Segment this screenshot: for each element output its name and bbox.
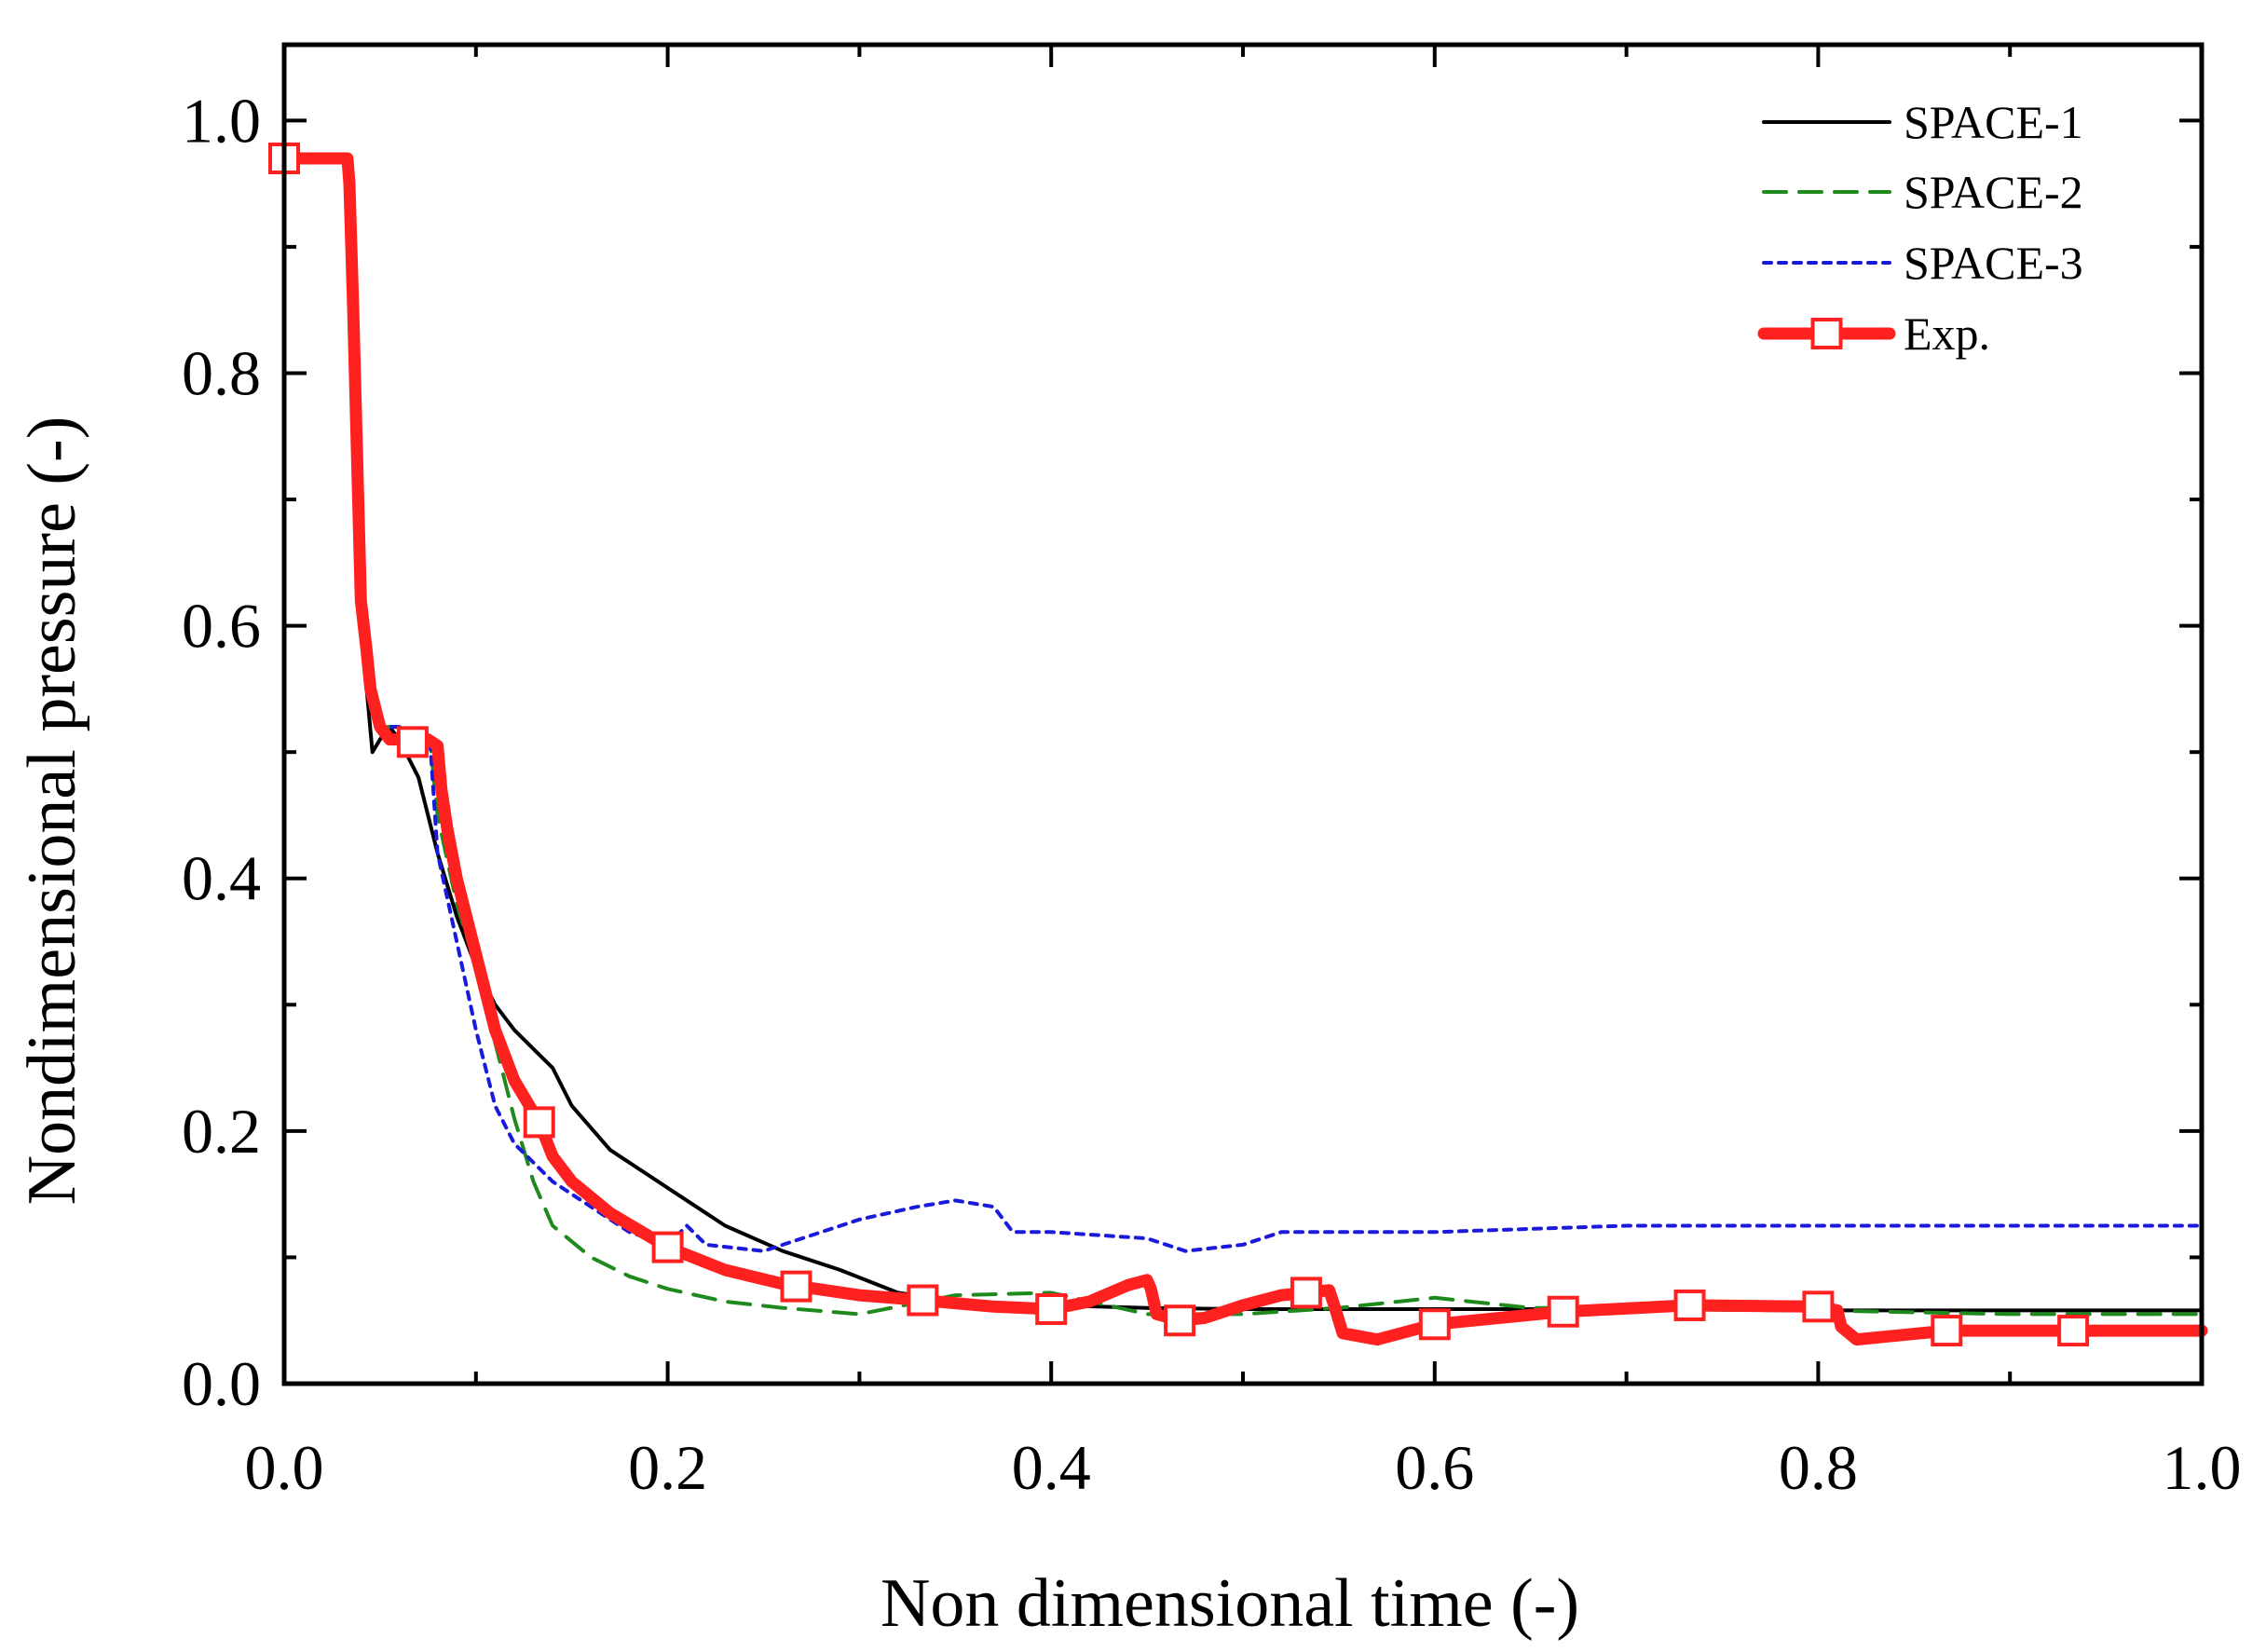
exp-marker <box>396 726 429 758</box>
axes <box>281 42 2205 1386</box>
exp-marker <box>2057 1315 2090 1347</box>
exp-marker <box>1035 1293 1068 1326</box>
x-tick-label: 0.6 <box>1395 1432 1474 1503</box>
y-tick-label: 0.2 <box>182 1096 261 1167</box>
exp-marker <box>651 1231 684 1263</box>
series-line-space-1 <box>282 157 2204 1313</box>
exp-marker <box>1418 1308 1451 1341</box>
exp-marker <box>907 1284 939 1317</box>
exp-marker <box>1802 1290 1835 1323</box>
series-line-space-3 <box>282 157 2204 1253</box>
legend-label-space-3: SPACE-3 <box>1904 237 2083 289</box>
legend: SPACE-1 SPACE-2 SPACE-3 Exp. <box>1757 96 2083 360</box>
exp-marker <box>1931 1315 1963 1347</box>
x-tick-label: 0.0 <box>245 1432 324 1503</box>
y-tick-label: 0.0 <box>182 1348 261 1419</box>
x-tick-label: 0.4 <box>1012 1432 1091 1503</box>
legend-marker-exp <box>1810 318 1843 349</box>
exp-marker <box>780 1270 812 1303</box>
exp-marker <box>523 1106 555 1139</box>
legend-label-space-1: SPACE-1 <box>1904 96 2083 148</box>
plot-markers <box>268 143 2090 1347</box>
y-tick-label: 0.6 <box>182 591 261 662</box>
x-tick-label: 0.8 <box>1779 1432 1858 1503</box>
y-tick-label: 1.0 <box>182 85 261 156</box>
exp-marker <box>1547 1295 1579 1328</box>
x-tick-label: 0.2 <box>628 1432 707 1503</box>
y-tick-label: 0.8 <box>182 337 261 408</box>
exp-marker <box>1673 1289 1706 1321</box>
legend-label-exp: Exp. <box>1904 307 1990 360</box>
x-tick-labels: 0.0 0.2 0.4 0.6 0.8 1.0 <box>245 1432 2242 1503</box>
x-tick-label: 1.0 <box>2163 1432 2242 1503</box>
legend-label-space-2: SPACE-2 <box>1904 166 2083 218</box>
y-tick-labels: 0.0 0.2 0.4 0.6 0.8 1.0 <box>182 85 261 1419</box>
exp-marker <box>1290 1277 1322 1309</box>
y-axis-title: Nondimensional pressure (-) <box>14 416 90 1206</box>
y-tick-label: 0.4 <box>182 843 261 914</box>
x-axis-title: Non dimensional time (-) <box>880 1565 1579 1642</box>
exp-marker <box>1164 1304 1196 1337</box>
